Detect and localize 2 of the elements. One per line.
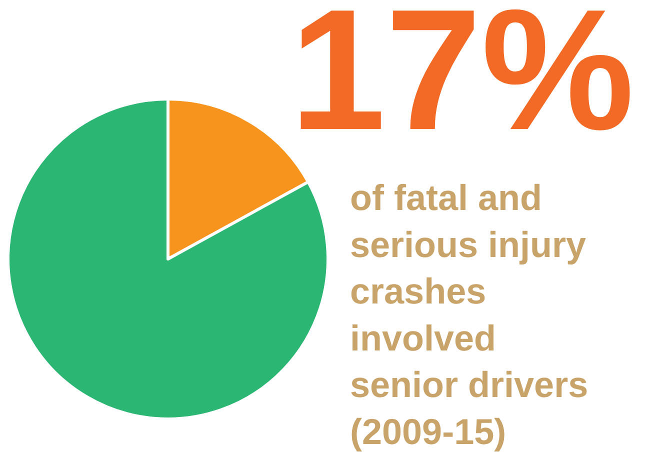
chart-title: 17% bbox=[290, 0, 634, 166]
text: of fatal and serious injury crashes involved senior drivers (2009-15) bbox=[350, 177, 588, 452]
